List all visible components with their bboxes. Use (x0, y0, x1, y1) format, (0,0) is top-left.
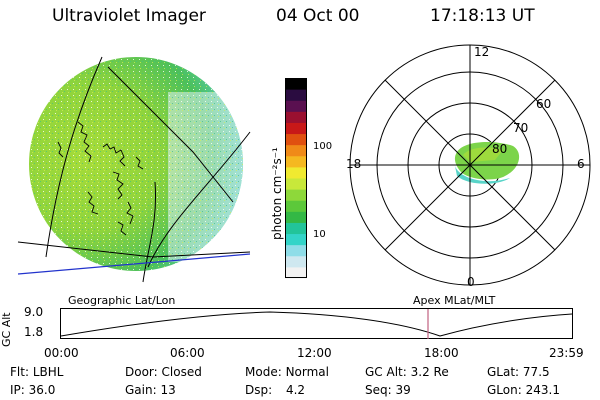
status-flt-value: LBHL (32, 365, 64, 379)
colorbar-band (285, 244, 307, 257)
colorbar-tick-100: 100 (313, 141, 333, 152)
status-gcalt-value: 3.2 Re (410, 365, 449, 379)
status-seq: Seq: 39 (365, 383, 411, 397)
status-gain-value: 13 (160, 383, 176, 397)
colorbar-tick-10: 10 (313, 229, 326, 240)
status-door: Door: Closed (125, 365, 202, 379)
status-dsp-value: 4.2 (285, 383, 306, 397)
observation-time: 17:18:13 UT (430, 6, 535, 26)
status-gcalt-label: GC Alt: (365, 365, 407, 379)
colorbar-band (285, 166, 307, 179)
mlt-label-12: 12 (474, 45, 490, 59)
status-mode-value: Normal (285, 365, 329, 379)
altitude-ytick-bottom: 1.8 (24, 325, 44, 339)
colorbar-unit-label: photon cm⁻²s⁻¹ (270, 147, 284, 240)
colorbar-band (285, 111, 307, 123)
status-dsp: Dsp: 4.2 (245, 383, 305, 397)
altitude-xtick-0000: 00:00 (44, 346, 79, 360)
status-glat-label: GLat: (487, 365, 520, 379)
colorbar-band (285, 222, 307, 235)
lat-label-80: 80 (492, 142, 508, 156)
polar-plot (349, 44, 591, 286)
lat-label-70: 70 (513, 121, 529, 135)
altitude-xtick-2359: 23:59 (549, 346, 584, 360)
status-door-value: Closed (161, 365, 202, 379)
status-flt: Flt: LBHL (10, 365, 63, 379)
status-mode-label: Mode: (245, 365, 282, 379)
altitude-ylabel: GC Alt (0, 312, 13, 347)
geographic-image (17, 56, 251, 283)
colorbar-band (285, 89, 307, 101)
altitude-plot (60, 308, 573, 339)
colorbar-band (285, 155, 307, 168)
colorbar (285, 78, 307, 279)
altitude-xtick-0600: 06:00 (170, 346, 205, 360)
status-gain: Gain: 13 (125, 383, 176, 397)
altitude-xtick-1200: 12:00 (297, 346, 332, 360)
status-gcalt: GC Alt: 3.2 Re (365, 365, 449, 379)
status-seq-value: 39 (395, 383, 411, 397)
colorbar-band (285, 122, 307, 135)
colorbar-band (285, 266, 307, 279)
status-flt-label: Flt: (10, 365, 29, 379)
status-door-label: Door: (125, 365, 158, 379)
status-glat-value: 77.5 (522, 365, 550, 379)
colorbar-band (285, 133, 307, 146)
status-seq-label: Seq: (365, 383, 392, 397)
status-ip-value: 36.0 (28, 383, 56, 397)
mlt-label-6: 6 (577, 157, 585, 171)
polar-panel-label: Apex MLat/MLT (413, 294, 496, 307)
status-glon-label: GLon: (487, 383, 522, 397)
altitude-ytick-top: 9.0 (24, 305, 44, 319)
colorbar-band (285, 255, 307, 268)
altitude-xtick-1800: 18:00 (424, 346, 459, 360)
status-mode: Mode: Normal (245, 365, 329, 379)
mlt-label-0: 0 (467, 275, 475, 289)
colorbar-band (285, 189, 307, 201)
instrument-title: Ultraviolet Imager (52, 6, 206, 26)
colorbar-band (285, 78, 307, 90)
colorbar-band (285, 233, 307, 246)
status-gain-label: Gain: (125, 383, 157, 397)
colorbar-band (285, 211, 307, 223)
mlt-label-18: 18 (346, 157, 362, 171)
colorbar-band (285, 144, 307, 157)
geo-panel-label: Geographic Lat/Lon (68, 294, 176, 307)
status-glat: GLat: 77.5 (487, 365, 550, 379)
status-ip: IP: 36.0 (10, 383, 55, 397)
status-dsp-label: Dsp: (245, 383, 273, 397)
colorbar-band (285, 200, 307, 212)
colorbar-band (285, 100, 307, 112)
lat-label-60: 60 (536, 97, 552, 111)
status-glon-value: 243.1 (525, 383, 560, 397)
colorbar-band (285, 178, 307, 190)
status-ip-label: IP: (10, 383, 25, 397)
observation-date: 04 Oct 00 (276, 6, 360, 26)
status-glon: GLon: 243.1 (487, 383, 560, 397)
